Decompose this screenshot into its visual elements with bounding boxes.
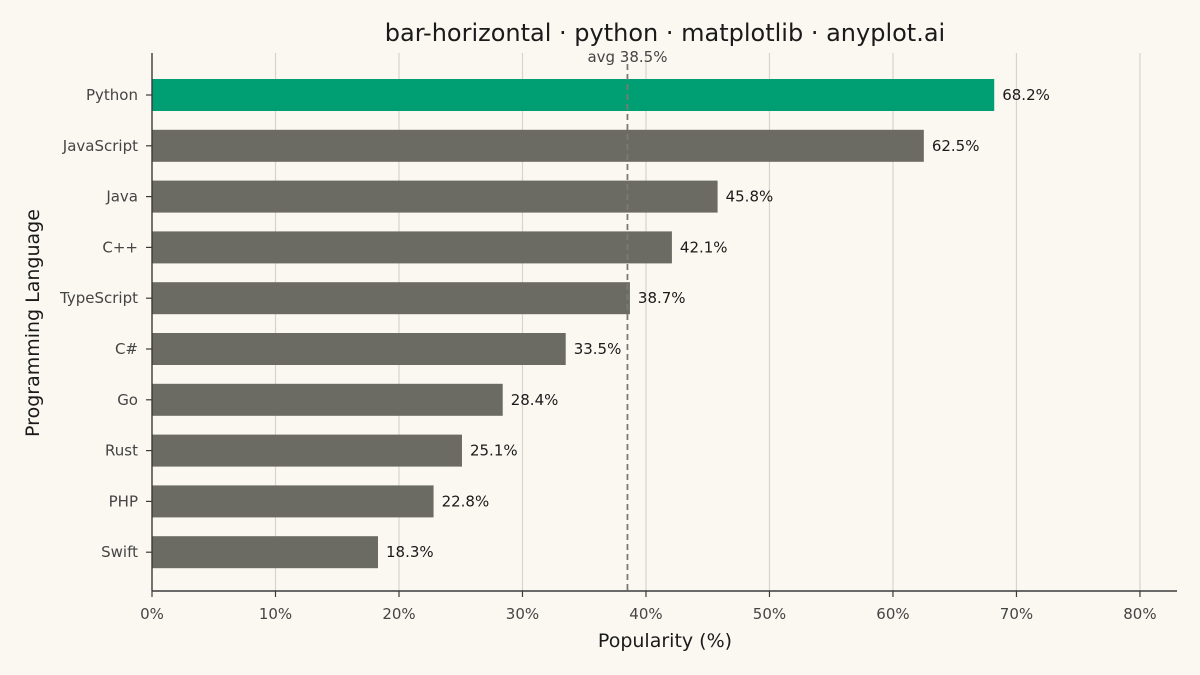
y-tick-label: Python xyxy=(86,86,138,104)
bar-typescript xyxy=(152,282,630,315)
x-tick-label: 10% xyxy=(259,605,292,623)
y-axis-label: Programming Language xyxy=(22,209,44,437)
bar-c- xyxy=(152,333,566,365)
value-label: 68.2% xyxy=(1002,86,1050,104)
x-tick-label: 20% xyxy=(382,605,415,623)
y-tick-label: JavaScript xyxy=(62,137,138,155)
x-tick-label: 0% xyxy=(140,605,164,623)
y-tick-label: TypeScript xyxy=(59,289,138,307)
x-tick-label: 60% xyxy=(876,605,909,623)
axes: 0% 10% 20% 30% 40% 50% 60% 70% 80% Python JavaScri… xyxy=(59,53,1177,623)
y-tick-label: Rust xyxy=(105,442,138,460)
y-tick-label: Java xyxy=(105,188,138,206)
y-tick-label: C++ xyxy=(102,238,138,256)
bar-rust xyxy=(152,434,462,467)
value-label: 28.4% xyxy=(511,391,559,409)
bar-php xyxy=(152,485,434,518)
bar-swift xyxy=(152,536,378,569)
average-reference: avg 38.5% xyxy=(587,48,667,591)
bar-c- xyxy=(152,231,672,264)
value-label: 62.5% xyxy=(932,137,980,155)
x-tick-label: 40% xyxy=(629,605,662,623)
value-label: 22.8% xyxy=(442,492,490,510)
value-label: 42.1% xyxy=(680,238,728,256)
average-label: avg 38.5% xyxy=(587,48,667,66)
y-tick-label: Go xyxy=(117,391,138,409)
x-axis-label: Popularity (%) xyxy=(598,630,732,652)
bars xyxy=(152,79,995,569)
y-tick-label: PHP xyxy=(109,492,138,510)
x-tick-label: 80% xyxy=(1123,605,1156,623)
value-label: 38.7% xyxy=(638,289,686,307)
y-tick-label: C# xyxy=(115,340,138,358)
value-label: 45.8% xyxy=(726,188,774,206)
x-tick-label: 30% xyxy=(506,605,539,623)
bar-python xyxy=(152,79,995,111)
value-label: 33.5% xyxy=(574,340,622,358)
chart-title: bar-horizontal · python · matplotlib · a… xyxy=(385,19,945,47)
y-tick-label: Swift xyxy=(101,543,138,561)
value-labels: 68.2% 62.5% 45.8% 42.1% 38.7% 33.5% 28.4% 25.1%… xyxy=(386,86,1050,561)
value-label: 25.1% xyxy=(470,442,518,460)
value-label: 18.3% xyxy=(386,543,434,561)
bar-javascript xyxy=(152,129,924,162)
bar-go xyxy=(152,383,503,416)
bar-java xyxy=(152,180,718,213)
x-tick-label: 50% xyxy=(753,605,786,623)
x-tick-label: 70% xyxy=(1000,605,1033,623)
